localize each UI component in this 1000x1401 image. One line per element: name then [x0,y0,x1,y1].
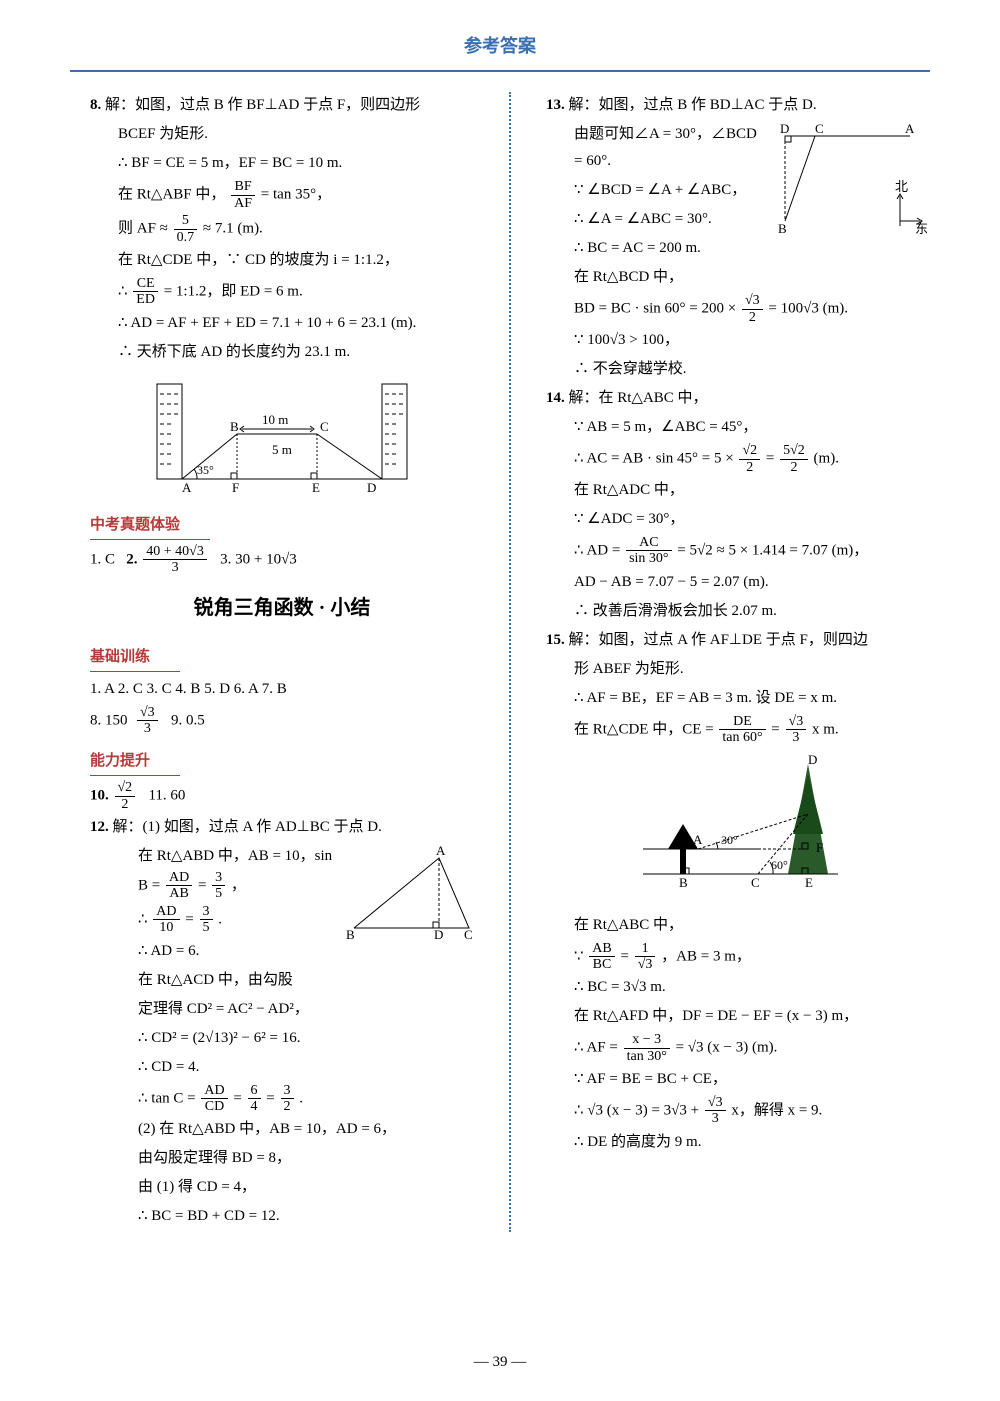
svg-text:C: C [815,121,824,136]
svg-text:D: D [780,121,789,136]
svg-text:35°: 35° [197,463,214,477]
svg-text:E: E [312,480,320,494]
left-column: 8. 解：如图，过点 B 作 BF⊥AD 于点 F，则四边形 BCEF 为矩形.… [90,92,474,1232]
q12-diagram: A B D C [344,843,474,943]
right-column: 13. 解：如图，过点 B 作 BD⊥AC 于点 D. 由题可知∠A = 30°… [546,92,930,1232]
svg-text:B: B [778,221,787,236]
q14: 14. 解：在 Rt△ABC 中， [546,385,930,412]
svg-text:E: E [805,875,813,890]
svg-text:东: 东 [915,221,928,236]
svg-text:A: A [905,121,915,136]
svg-text:B: B [679,875,688,890]
svg-text:30°: 30° [721,833,738,847]
svg-text:C: C [464,927,473,942]
svg-text:D: D [434,927,443,942]
svg-text:5 m: 5 m [272,442,292,457]
svg-text:10 m: 10 m [262,412,288,427]
svg-text:A: A [182,480,192,494]
q15: 15. 解：如图，过点 A 作 AF⊥DE 于点 F，则四边 [546,627,930,654]
q8-num: 8. [90,97,101,113]
page-header: 参考答案 [70,0,930,72]
svg-text:C: C [320,419,329,434]
page-number: — 39 — [0,1349,1000,1376]
column-divider [509,92,511,1232]
q13-diagram: D C A B 北 东 [760,121,930,241]
svg-text:F: F [232,480,239,494]
section-zhongkao: 中考真题体验 [90,512,210,540]
svg-text:B: B [346,927,355,942]
svg-text:北: 北 [895,179,908,194]
q15-diagram: D A 30° F 60° B C E [546,754,930,904]
q12: 12. 解：(1) 如图，过点 A 作 AD⊥BC 于点 D. [90,814,474,841]
svg-text:D: D [367,480,376,494]
svg-text:A: A [436,843,446,858]
section-jichu: 基础训练 [90,644,180,672]
content: 8. 解：如图，过点 B 作 BF⊥AD 于点 F，则四边形 BCEF 为矩形.… [0,72,1000,1232]
svg-text:D: D [808,754,817,767]
svg-text:F: F [816,840,823,855]
q8-diagram: B C 10 m 5 m 35° A F E D [90,374,474,494]
svg-text:60°: 60° [771,858,788,872]
svg-text:B: B [230,419,239,434]
q8: 8. 解：如图，过点 B 作 BF⊥AD 于点 F，则四边形 [90,92,474,119]
svg-text:A: A [693,832,703,847]
chapter-title: 锐角三角函数 · 小结 [90,590,474,626]
q13: 13. 解：如图，过点 B 作 BD⊥AC 于点 D. [546,92,930,119]
section-nengli: 能力提升 [90,748,180,776]
svg-text:C: C [751,875,760,890]
